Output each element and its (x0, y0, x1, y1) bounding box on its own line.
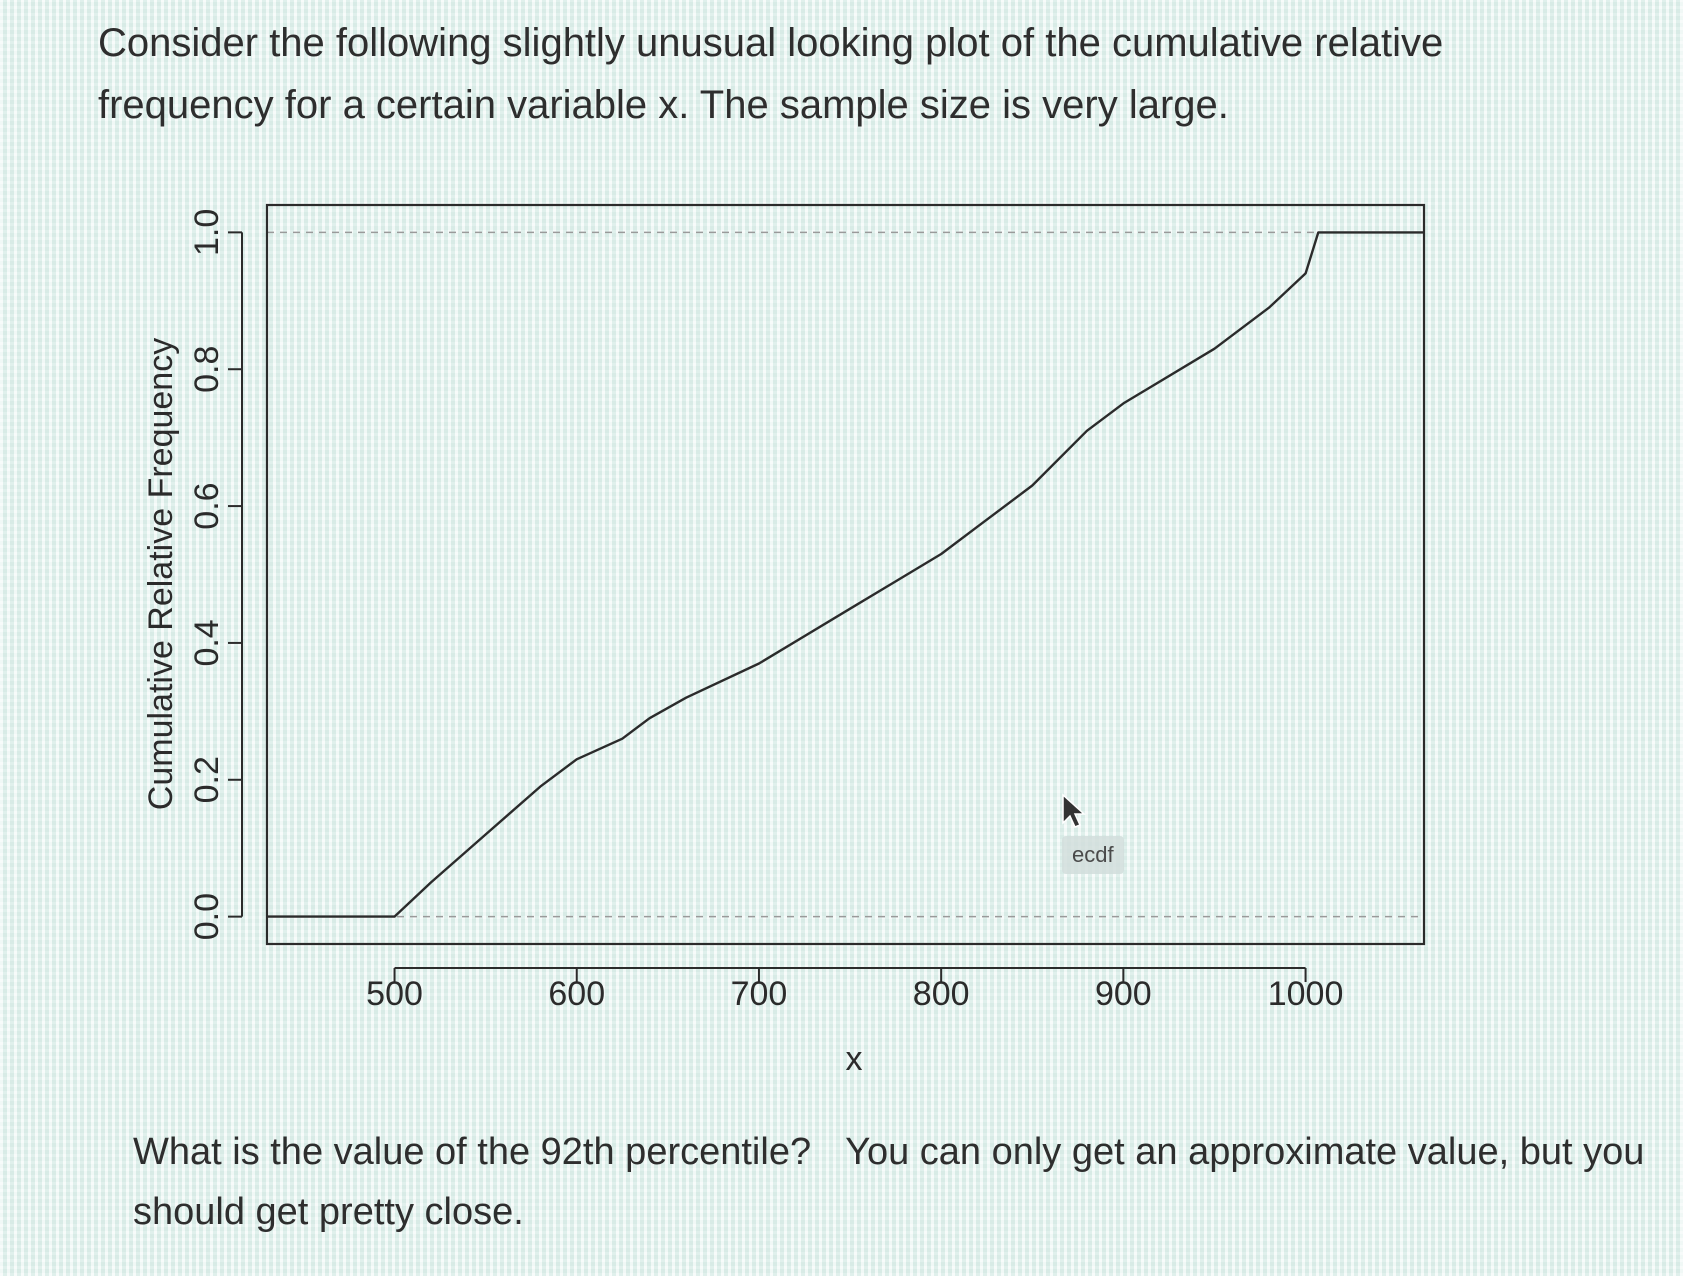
y-axis-label: Cumulative Relative Frequency (142, 338, 180, 810)
x-tick-label-1000: 1000 (1268, 975, 1344, 1013)
followup-hint: You can only get an approximate value, b… (133, 1131, 1645, 1233)
plot-frame (265, 203, 1426, 946)
x-tick-label-700: 700 (731, 975, 788, 1013)
y-tick-label-5: 1.0 (188, 209, 226, 256)
ecdf-tooltip: ecdf (1062, 836, 1124, 874)
mouse-cursor-icon (1062, 793, 1086, 828)
y-tick-label-0: 0.0 (188, 893, 226, 940)
y-tick-label-4: 0.8 (188, 346, 226, 393)
ecdf-line-0 (267, 231, 1424, 918)
followup-text: What is the value of the 92th percentile… (133, 1122, 1653, 1242)
y-tick-label-2: 0.4 (188, 619, 226, 666)
y-tick-label-1: 0.2 (188, 756, 226, 803)
x-tick-label-600: 600 (548, 975, 605, 1013)
x-tick-label-500: 500 (366, 975, 423, 1013)
y-tick-label-3: 0.6 (188, 482, 226, 529)
followup-prompt: What is the value of the 92th percentile… (133, 1131, 812, 1173)
x-tick-label-800: 800 (913, 975, 970, 1013)
question-text: Consider the following slightly unusual … (98, 21, 1444, 127)
x-axis-label: x (846, 1040, 863, 1078)
x-tick-label-900: 900 (1095, 975, 1152, 1013)
